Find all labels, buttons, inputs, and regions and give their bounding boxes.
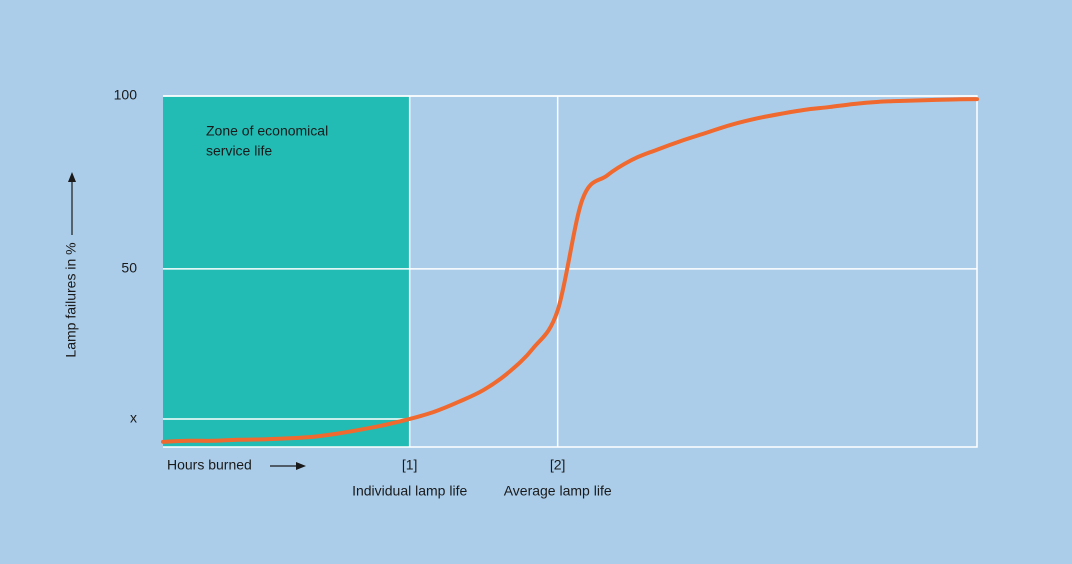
zone-label: Zone of economical	[206, 123, 328, 139]
economical-zone	[163, 96, 410, 447]
x-axis-label: Hours burned	[167, 457, 252, 473]
y-arrow-head	[68, 172, 76, 182]
y-axis-label: Lamp failures in %	[63, 242, 79, 357]
y-tick-label: 100	[114, 87, 138, 103]
x-tick-label: [2]	[550, 457, 566, 473]
x-tick-note: Individual lamp life	[352, 483, 467, 499]
failure-curve	[161, 97, 979, 444]
x-tick-note: Average lamp life	[504, 483, 612, 499]
x-tick-label: [1]	[402, 457, 418, 473]
zone-label: service life	[206, 143, 272, 159]
y-tick-label: 50	[121, 260, 137, 276]
x-arrow-head	[296, 462, 306, 470]
y-tick-label: x	[130, 410, 137, 426]
